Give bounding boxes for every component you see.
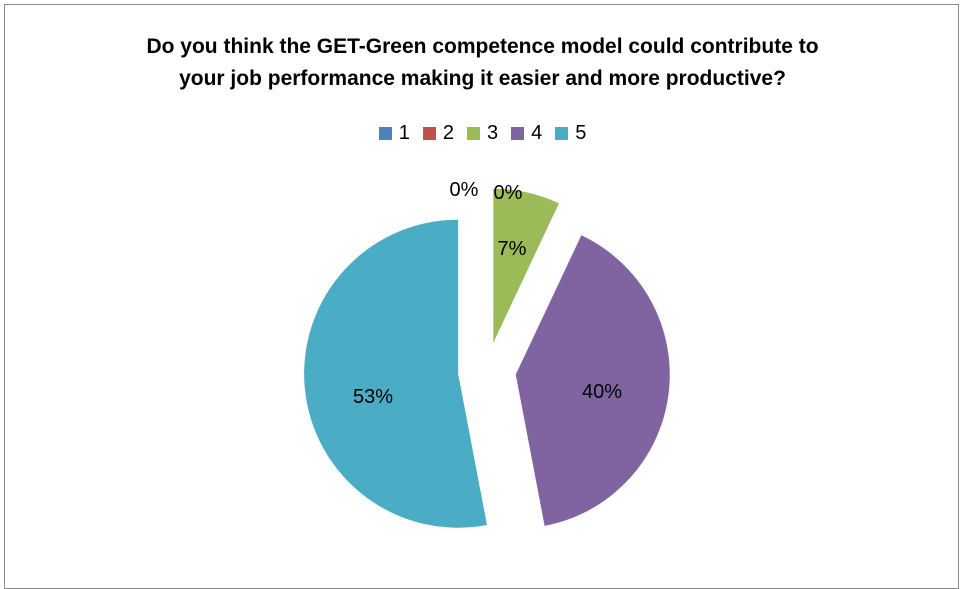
pie-slice-5 <box>304 219 487 528</box>
slice-label-3: 7% <box>498 238 527 260</box>
pie-slice-4 <box>515 235 670 526</box>
chart-legend: 1 2 3 4 5 <box>0 122 965 145</box>
legend-item-4: 4 <box>511 122 542 145</box>
legend-swatch-1 <box>378 127 392 140</box>
slice-label-5: 53% <box>353 386 393 408</box>
legend-item-2: 2 <box>422 122 454 145</box>
legend-item-1: 1 <box>378 122 410 145</box>
legend-swatch-3 <box>466 127 480 140</box>
pie-slices <box>304 188 670 528</box>
legend-swatch-4 <box>511 127 525 140</box>
chart-title: Do you think the GET-Green competence mo… <box>0 31 965 95</box>
legend-label-4: 4 <box>531 122 543 144</box>
legend-item-5: 5 <box>555 122 586 145</box>
slice-label-1: 0% <box>450 179 479 201</box>
legend-swatch-5 <box>555 127 569 140</box>
legend-label-5: 5 <box>575 122 587 144</box>
pie-labels: 0% 0% 7% 40% 53% <box>353 179 622 408</box>
slice-label-4: 40% <box>582 381 622 403</box>
legend-label-3: 3 <box>486 122 499 144</box>
chart-title-line-1: Do you think the GET-Green competence mo… <box>146 35 819 58</box>
legend-item-3: 3 <box>466 122 499 145</box>
legend-label-2: 2 <box>442 122 454 144</box>
legend-swatch-2 <box>422 127 436 140</box>
pie-slice-3 <box>493 188 559 343</box>
legend-label-1: 1 <box>398 122 410 144</box>
chart-frame <box>4 4 959 589</box>
slice-label-2: 0% <box>494 182 523 204</box>
chart-title-line-2: your job performance making it easier an… <box>179 67 786 90</box>
